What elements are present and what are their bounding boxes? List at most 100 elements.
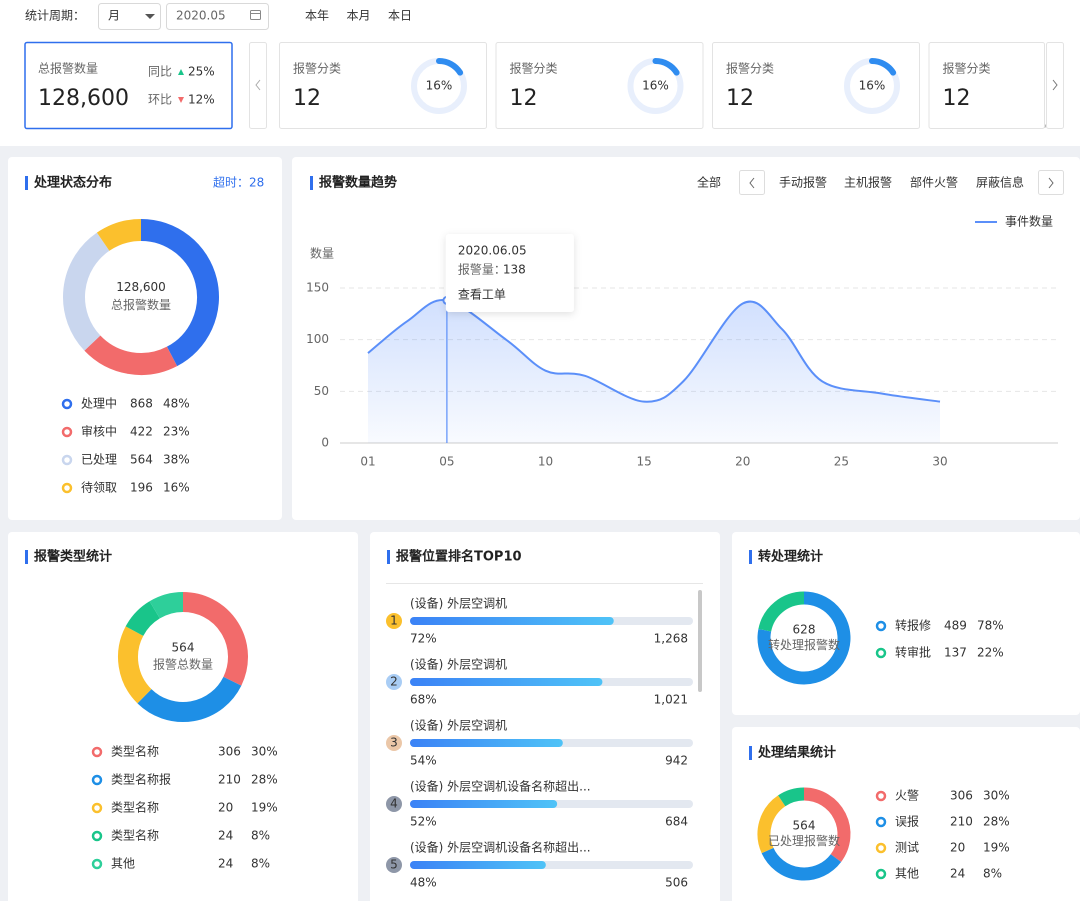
- legend-share: 8%: [983, 867, 1002, 881]
- donut-segment: [803, 787, 851, 863]
- panel-title: 转处理统计: [758, 549, 823, 565]
- legend-dot: [91, 858, 103, 870]
- donut-segment: [96, 219, 142, 252]
- legend-share: 16%: [163, 481, 190, 495]
- donut-center-value: 628: [793, 622, 816, 636]
- card-title: 报警分类: [726, 61, 774, 76]
- legend-count: 20: [218, 801, 233, 815]
- legend-count: 306: [950, 789, 973, 803]
- card-title: 报警分类: [510, 61, 558, 76]
- legend-count: 24: [218, 829, 233, 843]
- legend-dot: [91, 746, 103, 758]
- legend-count: 564: [130, 453, 153, 467]
- tooltip-box: [445, 234, 574, 312]
- legend-dot: [61, 398, 73, 410]
- donut-segment: [757, 591, 851, 685]
- donut-segment: [84, 335, 178, 375]
- yoy-value: 25%: [188, 65, 215, 79]
- title-bar: [310, 176, 313, 190]
- card-value: 12: [293, 86, 321, 111]
- quick-filter[interactable]: 本年: [305, 9, 329, 23]
- legend-name: 处理中: [81, 396, 117, 411]
- donut-center-value: 128,600: [116, 280, 166, 294]
- tooltip-link[interactable]: 查看工单: [458, 288, 506, 302]
- ratio-label: 48%: [410, 876, 437, 890]
- prev-icon: [255, 79, 261, 91]
- rank-number: 1: [390, 614, 398, 628]
- quick-filter[interactable]: 本月: [347, 9, 371, 23]
- quick-filter[interactable]: 本日: [388, 9, 412, 23]
- rank-number: 2: [390, 675, 398, 689]
- trend-tab[interactable]: 手动报警: [779, 175, 827, 190]
- donut-segment: [140, 219, 219, 367]
- legend-name: 火警: [895, 788, 919, 803]
- trend-tab[interactable]: 主机报警: [844, 175, 892, 190]
- bar: [410, 678, 603, 686]
- legend-label: 事件数量: [1005, 214, 1053, 229]
- date-picker[interactable]: [166, 3, 269, 30]
- legend-dot: [61, 426, 73, 438]
- y-tick-label: 150: [306, 281, 329, 295]
- y-tick-label: 50: [314, 384, 329, 398]
- x-tick-label: 30: [932, 455, 947, 469]
- legend-share: 22%: [977, 646, 1004, 660]
- legend-count: 868: [130, 397, 153, 411]
- x-tick-label: 05: [439, 455, 454, 469]
- card-title: 报警分类: [943, 61, 991, 76]
- legend-count: 24: [218, 857, 233, 871]
- summary-card[interactable]: [24, 41, 233, 130]
- legend-share: 38%: [163, 453, 190, 467]
- tab-next[interactable]: [1038, 170, 1064, 195]
- trend-area: [368, 299, 940, 443]
- category-card[interactable]: [928, 42, 1045, 129]
- panel-title: 处理结果统计: [757, 745, 836, 761]
- ring-label: 16%: [642, 79, 669, 93]
- ring-arc: [652, 58, 680, 76]
- scrollbar[interactable]: [698, 590, 702, 692]
- down-arrow: [178, 97, 184, 103]
- trend-tab[interactable]: 全部: [697, 175, 721, 190]
- legend-dot: [61, 454, 73, 466]
- legend-count: 20: [950, 841, 965, 855]
- legend-share: 28%: [983, 815, 1010, 829]
- legend-dot: [875, 620, 887, 632]
- summary-title: 总报警数量: [38, 61, 98, 76]
- donut-center-label: 总报警数量: [111, 297, 171, 312]
- overtime-label: 超时：: [213, 175, 249, 190]
- tab-prev[interactable]: [739, 170, 765, 195]
- rank-badge: [386, 735, 402, 751]
- ring-label: 16%: [426, 79, 453, 93]
- filter-label: 统计周期：: [25, 9, 85, 23]
- legend-share: 8%: [251, 829, 270, 843]
- count-label: 1,268: [654, 632, 688, 646]
- legend-dot: [875, 790, 887, 802]
- period-select[interactable]: [98, 3, 161, 30]
- count-label: 684: [665, 815, 688, 829]
- panel-title: 报警位置排名TOP10: [396, 549, 522, 565]
- rank-badge: [386, 613, 402, 629]
- tooltip-date: 2020.06.05: [458, 244, 527, 258]
- donut-center-label: 已处理报警数: [768, 833, 840, 848]
- date-value[interactable]: 2020.05: [176, 9, 226, 23]
- legend-name: 类型名称: [111, 828, 159, 843]
- donut-segment: [757, 795, 786, 854]
- legend-name: 其他: [111, 857, 135, 871]
- donut-center-label: 转处理报警数: [768, 637, 840, 652]
- up-arrow: [178, 69, 184, 75]
- next-button[interactable]: [1046, 42, 1064, 129]
- count-label: 942: [665, 754, 688, 768]
- trend-tab[interactable]: 屏蔽信息: [976, 175, 1024, 190]
- legend-share: 30%: [251, 745, 278, 759]
- rank-badge: [386, 796, 402, 812]
- legend-dot: [875, 868, 887, 880]
- location-name: (设备) 外层空调机: [410, 597, 507, 611]
- prev-button[interactable]: [249, 42, 267, 129]
- rank-badge: [386, 674, 402, 690]
- next-icon: [1052, 79, 1058, 91]
- period-value[interactable]: 月: [108, 9, 120, 23]
- y-axis-label: 数量: [310, 246, 334, 261]
- donut-segment: [758, 591, 805, 632]
- rank-badge: [386, 857, 402, 873]
- trend-tab[interactable]: 部件火警: [910, 175, 958, 190]
